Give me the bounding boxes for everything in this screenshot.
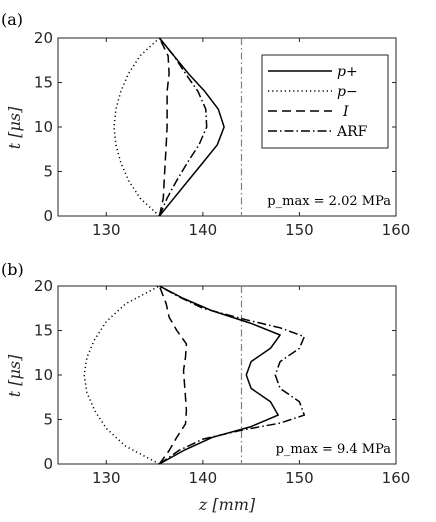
- panel-a: (a) 130 140 150 160 0 5 10 15 20 t [μs] p_max = …: [1, 10, 410, 239]
- panel-a-y-axis-label: t [μs]: [5, 106, 24, 149]
- legend: p+ p− I ARF: [261, 54, 389, 149]
- panel-a-y-tick-label: 0: [43, 207, 53, 225]
- panel-a-x-tick-label: 130: [92, 221, 121, 239]
- panel-b-y-tick-label: 10: [34, 366, 53, 384]
- panel-a-x-tick-label: 160: [382, 221, 411, 239]
- panel-a-series-arf: [158, 37, 208, 217]
- panel-b-series-i: [158, 285, 188, 465]
- panel-b-x-axis-label: z [mm]: [198, 495, 256, 514]
- panel-b-series: [83, 285, 306, 465]
- panel-b-series-arf: [158, 285, 306, 465]
- panel-a-label: (a): [1, 10, 23, 29]
- panel-a-x-tick-label: 140: [189, 221, 218, 239]
- panel-b-x-tick-label: 130: [92, 469, 121, 487]
- panel-a-annotation: p_max = 2.02 MPa: [267, 194, 391, 209]
- legend-label-p-minus: p−: [337, 84, 358, 100]
- panel-a-y-tick-label: 15: [34, 74, 53, 92]
- panel-b-annotation: p_max = 9.4 MPa: [276, 442, 392, 457]
- panel-b-plot-area: [57, 285, 397, 465]
- panel-b: (b) 130 140 150 160 0 5 10 15 20 t [μs] z [mm] p…: [1, 260, 410, 514]
- panel-b-x-tick-label: 160: [382, 469, 411, 487]
- panel-a-series-i: [158, 37, 170, 217]
- panel-b-y-tick-label: 20: [34, 277, 53, 295]
- panel-b-y-tick-label: 0: [43, 455, 53, 473]
- panel-b-y-axis-label: t [μs]: [5, 354, 24, 397]
- legend-label-arf: ARF: [336, 124, 368, 140]
- panel-b-y-tick-label: 5: [43, 411, 53, 429]
- panel-b-ticks: 130 140 150 160 0 5 10 15 20: [34, 277, 410, 487]
- panel-b-label: (b): [1, 260, 24, 279]
- panel-a-x-tick-label: 150: [285, 221, 314, 239]
- panel-a-series-pplus: [158, 37, 225, 217]
- panel-a-y-tick-label: 20: [34, 29, 53, 47]
- legend-label-p-plus: p+: [337, 64, 358, 80]
- panel-b-x-tick-label: 150: [285, 469, 314, 487]
- panel-b-y-tick-label: 15: [34, 322, 53, 340]
- panel-b-x-tick-label: 140: [189, 469, 218, 487]
- legend-box: [261, 54, 389, 149]
- panel-a-y-tick-label: 10: [34, 118, 53, 136]
- panel-a-series-pminus: [113, 37, 160, 217]
- panel-a-ticks: 130 140 150 160 0 5 10 15 20: [34, 29, 410, 239]
- panel-a-y-tick-label: 5: [43, 163, 53, 181]
- panel-b-series-pminus: [83, 285, 160, 465]
- panel-a-series: [113, 37, 225, 217]
- legend-label-intensity: I: [342, 104, 349, 120]
